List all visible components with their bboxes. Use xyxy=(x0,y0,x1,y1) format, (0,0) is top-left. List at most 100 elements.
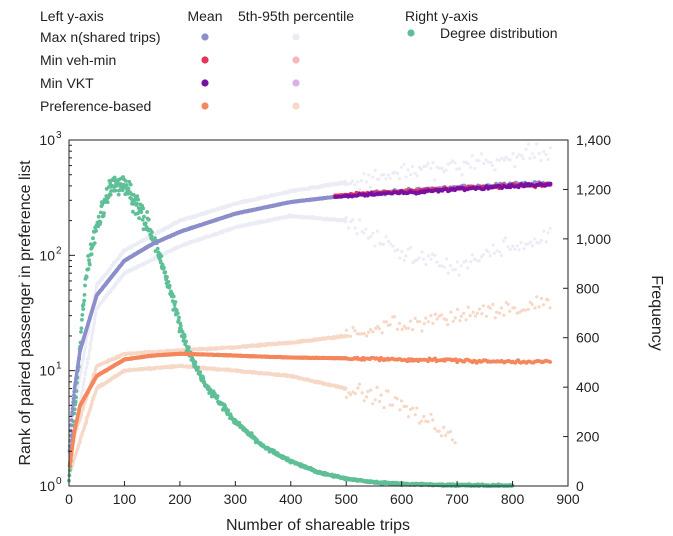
max-n-shared-trips-percentile-point xyxy=(79,367,83,371)
preference-based-percentile-point xyxy=(413,413,417,417)
degree-distribution-point xyxy=(184,339,189,344)
max-n-shared-trips-percentile-point xyxy=(430,252,434,256)
preference-based-percentile-point xyxy=(444,318,448,322)
max-n-shared-trips-percentile-point xyxy=(424,263,428,267)
preference-based-percentile-point xyxy=(471,310,475,314)
preference-based-percentile-point xyxy=(418,320,422,324)
max-n-shared-trips-percentile-point xyxy=(344,216,348,220)
max-n-shared-trips-percentile-point xyxy=(440,166,444,170)
degree-distribution-point xyxy=(87,262,92,267)
max-n-shared-trips-percentile-point xyxy=(391,244,395,248)
preference-based-percentile-point xyxy=(411,406,415,410)
max-n-shared-trips-mean-point xyxy=(71,403,75,408)
max-n-shared-trips-percentile-point xyxy=(497,158,501,162)
degree-distribution-point xyxy=(160,262,165,267)
preference-based-percentile-point xyxy=(512,306,517,310)
max-n-shared-trips-percentile-point xyxy=(350,179,354,183)
max-n-shared-trips-percentile-point xyxy=(477,259,481,263)
legend-label: Min VKT xyxy=(40,75,94,91)
degree-distribution-point xyxy=(131,202,136,206)
max-n-shared-trips-percentile-point xyxy=(410,165,414,169)
max-n-shared-trips-percentile-point xyxy=(486,250,490,254)
preference-based-percentile-point xyxy=(367,330,371,334)
max-n-shared-trips-percentile-point xyxy=(371,231,375,235)
preference-based-percentile-point xyxy=(402,404,406,408)
preference-based-percentile-point xyxy=(357,382,362,386)
legend-header-right: Right y-axis xyxy=(405,8,478,24)
max-n-shared-trips-percentile-point xyxy=(80,394,84,398)
max-n-shared-trips-mean-point xyxy=(72,389,77,394)
max-n-shared-trips-percentile-point xyxy=(91,326,95,330)
preference-based-percentile-point xyxy=(409,319,413,323)
max-n-shared-trips-percentile-point xyxy=(515,244,519,248)
max-n-shared-trips-percentile-point xyxy=(94,285,98,289)
preference-based-percentile-point xyxy=(473,314,477,318)
preference-based-percentile-point xyxy=(506,302,510,306)
preference-based-percentile-point xyxy=(346,334,350,338)
preference-based-percentile-point xyxy=(388,403,392,407)
preference-based-percentile-point xyxy=(353,392,357,396)
max-n-shared-trips-percentile-point xyxy=(344,183,348,187)
degree-distribution-point xyxy=(172,303,177,307)
max-n-shared-trips-percentile-point xyxy=(548,226,552,231)
preference-based-percentile-point xyxy=(444,433,448,437)
max-n-shared-trips-percentile-point xyxy=(493,168,497,172)
max-n-shared-trips-percentile-point xyxy=(382,173,386,177)
max-n-shared-trips-percentile-point xyxy=(357,187,362,191)
max-n-shared-trips-percentile-point xyxy=(513,165,517,169)
preference-based-percentile-point xyxy=(426,420,430,424)
max-n-shared-trips-percentile-point xyxy=(479,152,484,156)
degree-distribution-point xyxy=(81,302,86,307)
preference-based-percentile-point xyxy=(382,406,386,410)
preference-based-percentile-point xyxy=(439,434,443,438)
max-n-shared-trips-percentile-point xyxy=(470,253,474,257)
max-n-shared-trips-percentile-point xyxy=(375,229,379,233)
max-n-shared-trips-mean-point xyxy=(71,396,76,401)
degree-distribution-point xyxy=(126,186,131,191)
preference-based-percentile-point xyxy=(424,316,428,320)
max-n-shared-trips-percentile-point xyxy=(542,229,546,233)
max-n-shared-trips-percentile-point xyxy=(82,376,87,380)
max-n-shared-trips-percentile-point xyxy=(80,363,84,367)
max-n-shared-trips-percentile-point xyxy=(459,264,463,268)
max-n-shared-trips-percentile-point xyxy=(424,164,428,168)
preference-based-percentile-point xyxy=(426,320,431,324)
max-n-shared-trips-percentile-point xyxy=(517,152,521,156)
preference-based-percentile-point xyxy=(475,311,479,315)
max-n-shared-trips-percentile-point xyxy=(404,175,408,179)
max-n-shared-trips-percentile-point xyxy=(84,338,88,342)
degree-distribution-point xyxy=(84,275,89,279)
preference-based-percentile-point xyxy=(480,312,484,316)
degree-distribution-point xyxy=(113,188,118,193)
max-n-shared-trips-percentile-point xyxy=(81,388,85,392)
max-n-shared-trips-percentile-point xyxy=(531,244,535,248)
max-n-shared-trips-percentile-point xyxy=(419,167,423,171)
degree-distribution-point xyxy=(109,189,113,193)
degree-distribution-points xyxy=(67,175,515,488)
degree-distribution-point xyxy=(127,179,132,184)
max-n-shared-trips-percentile-point xyxy=(486,160,490,164)
max-n-shared-trips-percentile-point xyxy=(477,159,481,163)
preference-based-percentile-point xyxy=(399,399,404,403)
legend-header-percentile: 5th-95th percentile xyxy=(238,8,354,24)
max-n-shared-trips-percentile-point xyxy=(433,253,437,257)
max-n-shared-trips-percentile-point xyxy=(343,180,347,184)
max-n-shared-trips-percentile-point xyxy=(393,249,397,253)
preference-based-percentile-point xyxy=(378,399,382,403)
max-n-shared-trips-percentile-point xyxy=(503,236,508,240)
max-n-shared-trips-percentile-point xyxy=(358,218,362,222)
max-n-shared-trips-percentile-point xyxy=(90,336,94,340)
preference-based-percentile-point xyxy=(481,304,485,308)
preference-based-percentile-point xyxy=(375,385,379,389)
preference-based-percentile-point xyxy=(422,322,426,326)
max-n-shared-trips-percentile-point xyxy=(548,146,552,150)
max-n-shared-trips-percentile-point xyxy=(417,256,421,260)
max-n-shared-trips-percentile-point xyxy=(530,152,535,156)
preference-based-percentile-point xyxy=(407,415,411,419)
max-n-shared-trips-percentile-point xyxy=(508,158,512,162)
max-n-shared-trips-percentile-point xyxy=(402,162,406,166)
max-n-shared-trips-percentile-point xyxy=(78,373,82,377)
max-n-shared-trips-percentile-point xyxy=(411,261,415,265)
max-n-shared-trips-percentile-point xyxy=(81,354,86,358)
preference-based-percentile-point xyxy=(455,307,460,311)
